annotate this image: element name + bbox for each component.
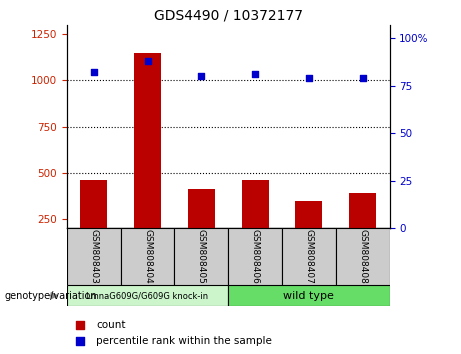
- Bar: [121, 228, 174, 285]
- Title: GDS4490 / 10372177: GDS4490 / 10372177: [154, 8, 303, 22]
- Point: [90, 69, 97, 75]
- Text: percentile rank within the sample: percentile rank within the sample: [96, 336, 272, 346]
- Point: [198, 73, 205, 79]
- Text: GSM808407: GSM808407: [304, 229, 313, 284]
- Bar: [349, 193, 376, 228]
- Text: GSM808405: GSM808405: [197, 229, 206, 284]
- Point: [305, 75, 313, 81]
- Point: [144, 58, 151, 64]
- Text: GSM808406: GSM808406: [251, 229, 260, 284]
- Bar: [67, 228, 121, 285]
- Bar: [174, 228, 228, 285]
- Bar: [228, 228, 282, 285]
- Bar: [188, 189, 215, 228]
- Bar: [336, 228, 390, 285]
- Point: [251, 72, 259, 77]
- Text: wild type: wild type: [284, 291, 334, 301]
- Text: GSM808403: GSM808403: [89, 229, 98, 284]
- Text: GSM808408: GSM808408: [358, 229, 367, 284]
- Point: [76, 322, 83, 328]
- Point: [359, 75, 366, 81]
- Text: genotype/variation: genotype/variation: [5, 291, 97, 301]
- Point: [76, 338, 83, 343]
- Bar: [67, 285, 228, 306]
- Bar: [242, 180, 268, 228]
- Text: LmnaG609G/G609G knock-in: LmnaG609G/G609G knock-in: [87, 291, 208, 300]
- Bar: [282, 228, 336, 285]
- Text: GSM808404: GSM808404: [143, 229, 152, 284]
- Bar: [134, 52, 161, 228]
- Bar: [296, 201, 322, 228]
- Bar: [80, 180, 107, 228]
- Text: count: count: [96, 320, 125, 330]
- Bar: [228, 285, 390, 306]
